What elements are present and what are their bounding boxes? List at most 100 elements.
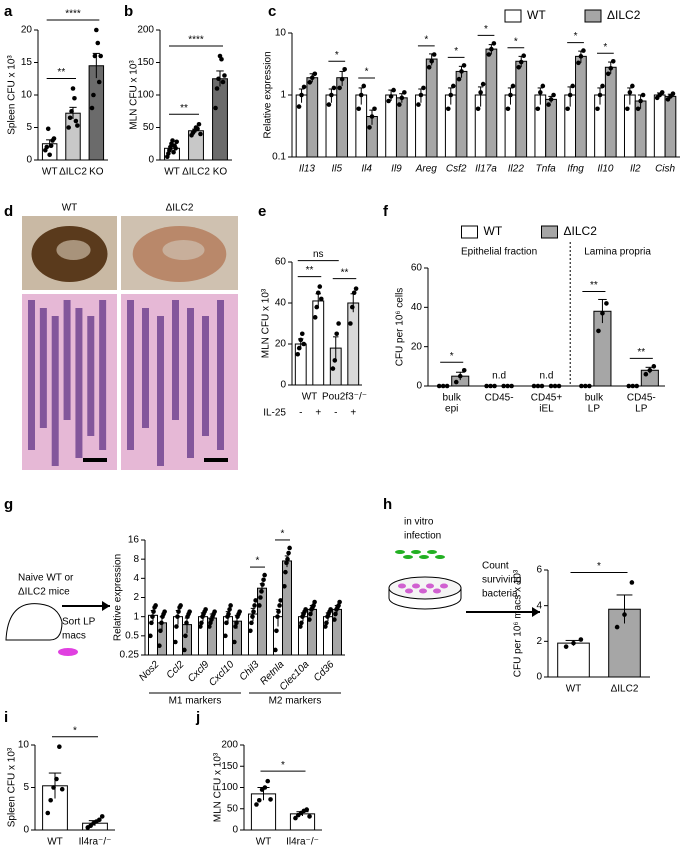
data-point — [535, 106, 541, 112]
data-point — [332, 617, 337, 622]
diagram-text: surviving — [482, 575, 521, 586]
data-point — [548, 97, 554, 102]
y-tick-label: 150 — [221, 761, 238, 772]
bar — [332, 608, 342, 656]
bar — [295, 94, 308, 158]
data-point — [418, 92, 424, 98]
data-point — [220, 79, 226, 85]
x-tick-label: Cish — [655, 164, 675, 175]
y-tick-label: 5 — [23, 782, 29, 793]
data-point — [198, 131, 203, 137]
data-point — [299, 331, 305, 337]
data-point — [275, 614, 280, 619]
data-point — [581, 48, 586, 53]
x-tick-label: CD45- — [627, 393, 656, 404]
y-tick-label: 2 — [536, 636, 542, 647]
data-point — [257, 603, 262, 608]
region-label: Epithelial fraction — [461, 247, 537, 258]
data-point — [44, 144, 50, 150]
data-point — [299, 92, 304, 98]
x-tick-label: WT — [42, 167, 58, 178]
x-tick-label: Il17a — [475, 164, 497, 175]
bacterium — [435, 555, 445, 559]
bar — [65, 112, 81, 161]
x-tick-label: + — [315, 408, 321, 419]
panel-label: d — [4, 203, 13, 220]
villus — [142, 308, 149, 428]
data-point — [314, 304, 320, 310]
diagram-text: Naive WT or — [18, 573, 74, 584]
data-point — [213, 105, 218, 111]
diagram-text: bacteria — [482, 589, 518, 600]
data-point — [262, 572, 267, 578]
data-point — [70, 86, 76, 91]
villus — [75, 308, 83, 458]
data-point — [253, 598, 258, 603]
data-point — [296, 345, 302, 351]
y-tick-label: 40 — [411, 302, 423, 313]
data-point — [149, 620, 154, 626]
bacterium — [403, 555, 413, 559]
bar — [306, 77, 319, 158]
x-tick-label: Il10 — [597, 164, 614, 175]
significance-label: * — [450, 351, 454, 362]
data-point — [332, 358, 338, 363]
data-point — [298, 337, 304, 343]
y-tick-label: 10 — [21, 90, 33, 101]
data-point — [265, 778, 271, 784]
data-point — [596, 328, 601, 334]
significance-label: * — [454, 46, 458, 57]
x-tick-label: LP — [588, 404, 601, 415]
data-point — [195, 126, 200, 132]
data-point — [98, 53, 103, 59]
data-point — [399, 95, 405, 101]
data-point — [57, 744, 62, 749]
data-point — [304, 807, 310, 812]
data-point — [353, 286, 359, 291]
bacterium — [411, 550, 421, 554]
data-point — [262, 785, 268, 790]
bar — [385, 94, 397, 158]
data-point — [203, 607, 208, 612]
bar — [485, 48, 498, 158]
data-point — [273, 647, 278, 653]
legend-swatch — [461, 225, 478, 239]
data-point — [597, 92, 603, 98]
data-point — [287, 545, 292, 551]
y-axis-label: Relative expression — [263, 51, 274, 138]
data-point — [72, 95, 77, 101]
data-point — [312, 315, 318, 320]
data-point — [388, 94, 394, 99]
data-point — [286, 550, 291, 556]
data-point — [171, 149, 176, 155]
significance-label: * — [335, 50, 339, 61]
significance-label: * — [281, 760, 285, 771]
y-tick-label: 0 — [148, 155, 154, 166]
y-tick-label: 4 — [536, 600, 542, 611]
bar — [455, 70, 468, 158]
cell — [440, 583, 448, 589]
data-point — [99, 814, 105, 819]
cell — [398, 583, 406, 589]
data-point — [356, 106, 362, 112]
data-point — [486, 52, 492, 57]
data-point — [278, 598, 283, 603]
data-point — [153, 603, 158, 608]
data-point — [492, 383, 497, 389]
y-tick-label: 50 — [227, 803, 239, 814]
y-tick-label: 200 — [221, 740, 238, 751]
x-tick-label: WT — [566, 684, 582, 695]
data-point — [148, 633, 153, 639]
data-point — [336, 321, 341, 326]
data-point — [397, 102, 402, 107]
data-point — [640, 92, 646, 98]
diagram-text: macs — [62, 631, 86, 642]
data-point — [630, 83, 635, 89]
data-point — [296, 104, 302, 109]
diagram-text: Count — [482, 561, 509, 572]
data-point — [351, 290, 357, 296]
data-point — [212, 609, 217, 614]
y-tick-label: 0 — [23, 825, 29, 836]
y-tick-label: 0 — [536, 672, 542, 683]
data-point — [150, 614, 155, 619]
